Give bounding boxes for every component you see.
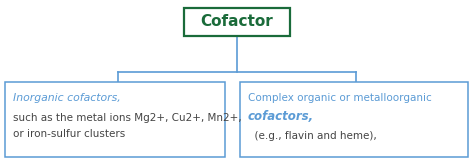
Text: (e.g., flavin and heme),: (e.g., flavin and heme), — [248, 131, 377, 141]
Text: or iron-sulfur clusters: or iron-sulfur clusters — [13, 129, 125, 139]
FancyBboxPatch shape — [5, 82, 225, 157]
Text: such as the metal ions Mg2+, Cu2+, Mn2+,: such as the metal ions Mg2+, Cu2+, Mn2+, — [13, 113, 242, 123]
Text: Complex organic or metalloorganic: Complex organic or metalloorganic — [248, 93, 432, 103]
FancyBboxPatch shape — [184, 8, 290, 36]
FancyBboxPatch shape — [240, 82, 468, 157]
Text: Cofactor: Cofactor — [201, 14, 273, 30]
Text: Inorganic cofactors,: Inorganic cofactors, — [13, 93, 121, 103]
Text: cofactors,: cofactors, — [248, 110, 314, 123]
